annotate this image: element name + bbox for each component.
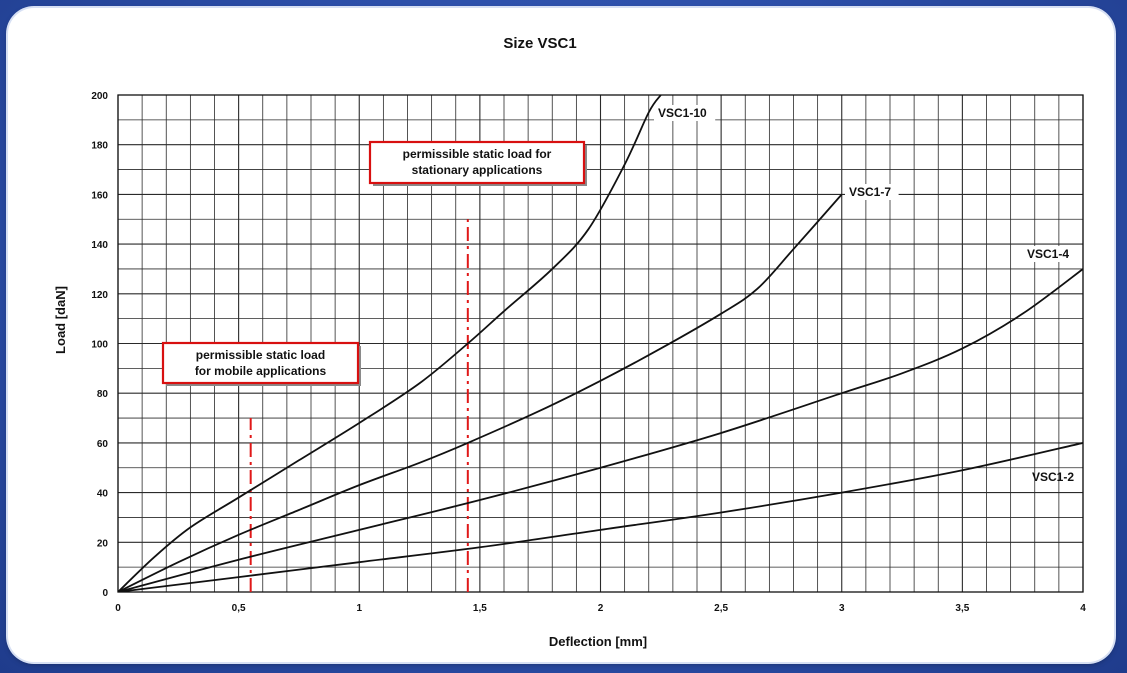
x-tick-label: 3 — [839, 603, 845, 614]
y-tick-label: 200 — [91, 91, 108, 102]
series-labels: VSC1-10 VSC1-7 VSC1-4 VSC1-2 — [654, 105, 1074, 484]
annotation-box — [368, 140, 586, 185]
x-tick-label: 2 — [598, 603, 604, 614]
y-tick-label: 160 — [91, 190, 108, 201]
annotations: permissible static load for mobile applic… — [161, 140, 587, 386]
series-line-vsc1-2 — [118, 442, 1083, 592]
plot-frame — [117, 94, 1084, 593]
y-tick-label: 40 — [97, 489, 109, 500]
y-tick-label: 60 — [97, 439, 109, 450]
x-tick-label: 2,5 — [714, 603, 728, 614]
series-label-vsc1-7: VSC1-7 — [849, 185, 891, 199]
x-tick-label: 3,5 — [955, 603, 969, 614]
y-tick-label: 180 — [91, 141, 108, 152]
series-label-vsc1-10: VSC1-10 — [658, 106, 707, 120]
y-axis-label: Load [daN] — [53, 286, 68, 354]
y-tick-label: 100 — [91, 340, 108, 351]
series-label-vsc1-2: VSC1-2 — [1032, 470, 1074, 484]
chart-title: Size VSC1 — [503, 35, 576, 52]
annotation-box — [161, 341, 360, 385]
annotation-text: stationary applications — [412, 163, 543, 177]
series-label-background — [1019, 246, 1073, 262]
annotation-text: for mobile applications — [195, 364, 327, 378]
chart-panel: Size VSC1 Deflection [mm] Load [daN] 0 0,… — [8, 8, 1114, 662]
annotation-text: permissible static load — [196, 348, 325, 362]
reference-lines — [249, 219, 469, 592]
tick-labels: 0 0,5 1 1,5 2 2,5 3 3,5 402040608010012014016018… — [91, 91, 1086, 614]
series-label-background — [845, 184, 899, 200]
series-label-vsc1-4: VSC1-4 — [1027, 247, 1069, 261]
series-label-background — [654, 105, 716, 121]
x-tick-label: 0,5 — [232, 603, 246, 614]
series-line-vsc1-4 — [118, 268, 1083, 592]
series-line-vsc1-10 — [118, 95, 662, 592]
y-tick-label: 20 — [97, 538, 109, 549]
series-lines — [118, 95, 1083, 592]
y-tick-label: 120 — [91, 290, 108, 301]
x-tick-label: 0 — [115, 603, 121, 614]
x-tick-label: 4 — [1080, 603, 1086, 614]
series-line-vsc1-7 — [118, 193, 843, 592]
x-axis-label: Deflection [mm] — [549, 634, 647, 649]
annotation-text: permissible static load for — [403, 147, 552, 161]
y-tick-label: 0 — [102, 588, 108, 599]
load-deflection-chart: Size VSC1 Deflection [mm] Load [daN] 0 0,… — [53, 35, 1086, 649]
x-tick-label: 1 — [356, 603, 362, 614]
y-tick-label: 140 — [91, 240, 108, 251]
x-tick-label: 1,5 — [473, 603, 487, 614]
y-tick-label: 80 — [97, 389, 109, 400]
